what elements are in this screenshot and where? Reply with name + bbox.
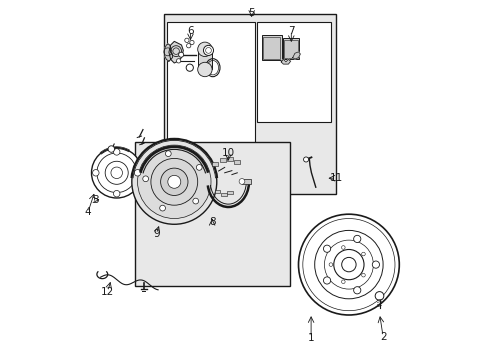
Circle shape <box>184 38 189 42</box>
Text: 6: 6 <box>187 26 193 36</box>
Bar <box>227 157 232 161</box>
Circle shape <box>203 45 213 55</box>
Text: 8: 8 <box>208 217 215 228</box>
Circle shape <box>303 157 308 162</box>
Bar <box>214 190 220 193</box>
Polygon shape <box>292 52 300 59</box>
Circle shape <box>189 40 194 45</box>
Text: 4: 4 <box>84 207 91 217</box>
Circle shape <box>137 145 211 219</box>
Circle shape <box>113 149 120 155</box>
Circle shape <box>151 158 197 205</box>
Bar <box>242 179 250 184</box>
Circle shape <box>371 261 379 268</box>
Bar <box>257 22 330 122</box>
Circle shape <box>205 48 211 53</box>
Circle shape <box>176 59 181 63</box>
Text: 7: 7 <box>287 26 294 36</box>
Bar <box>220 158 225 162</box>
Circle shape <box>374 292 383 300</box>
Circle shape <box>186 64 193 71</box>
Circle shape <box>165 151 171 157</box>
Bar <box>234 160 240 164</box>
Bar <box>261 35 281 60</box>
Circle shape <box>167 175 181 188</box>
Circle shape <box>353 287 360 294</box>
Text: 5: 5 <box>248 8 254 18</box>
Circle shape <box>192 198 198 204</box>
Circle shape <box>353 235 360 243</box>
Bar <box>263 37 280 59</box>
Bar <box>197 49 212 69</box>
Circle shape <box>160 205 165 211</box>
Circle shape <box>196 165 202 170</box>
Bar <box>227 191 232 194</box>
Circle shape <box>298 214 399 315</box>
Text: 2: 2 <box>379 332 386 342</box>
Circle shape <box>361 252 365 256</box>
Circle shape <box>328 263 332 266</box>
Text: 11: 11 <box>329 173 342 183</box>
Bar <box>220 193 226 196</box>
Text: 10: 10 <box>221 148 234 158</box>
Text: 9: 9 <box>153 229 159 239</box>
Bar <box>163 14 336 194</box>
Circle shape <box>142 176 148 182</box>
Polygon shape <box>164 44 172 61</box>
Bar <box>212 162 218 166</box>
Circle shape <box>186 44 190 48</box>
Bar <box>283 38 299 59</box>
Polygon shape <box>168 41 183 63</box>
Circle shape <box>361 273 365 277</box>
Circle shape <box>113 190 120 197</box>
Circle shape <box>197 62 212 77</box>
Circle shape <box>91 148 142 198</box>
Polygon shape <box>281 59 290 64</box>
Circle shape <box>160 168 187 195</box>
Bar <box>284 40 297 58</box>
Circle shape <box>132 139 216 224</box>
Bar <box>167 22 255 151</box>
Circle shape <box>323 245 330 252</box>
Circle shape <box>197 42 212 57</box>
Circle shape <box>341 280 345 284</box>
Text: 1: 1 <box>307 333 314 343</box>
Bar <box>134 142 289 286</box>
Circle shape <box>92 170 99 176</box>
Circle shape <box>323 277 330 284</box>
Circle shape <box>108 146 114 152</box>
Text: 12: 12 <box>101 287 114 297</box>
Circle shape <box>239 179 244 184</box>
Circle shape <box>134 170 141 176</box>
Circle shape <box>341 246 345 249</box>
Circle shape <box>178 52 183 57</box>
Text: 3: 3 <box>92 195 98 205</box>
